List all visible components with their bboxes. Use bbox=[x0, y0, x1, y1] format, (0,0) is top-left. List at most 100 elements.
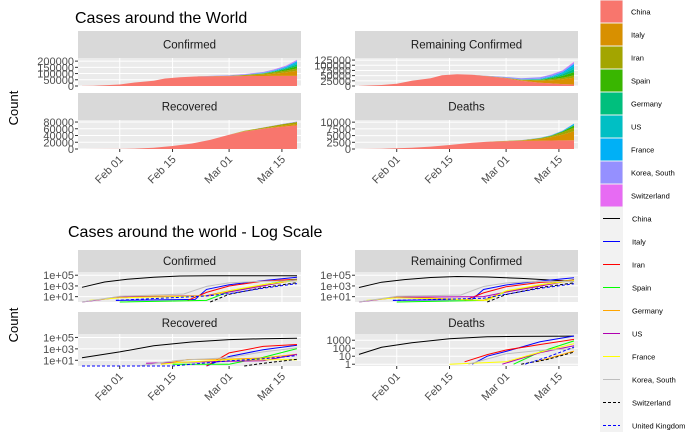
x-tick-label: Feb 01 bbox=[370, 154, 403, 187]
x-axis: Feb 01 Feb 15 Mar 01 Mar 15 bbox=[93, 366, 288, 403]
y-tick-label: 1e+05 bbox=[43, 332, 74, 344]
x-tick-label: Mar 01 bbox=[480, 154, 513, 187]
chart-title: Cases around the World bbox=[75, 10, 247, 27]
legend-item-france: France bbox=[600, 345, 655, 368]
line-china bbox=[81, 275, 297, 288]
y-tick-label: 1e+03 bbox=[320, 281, 351, 293]
y-tick-label: 2500 bbox=[327, 137, 351, 149]
legend-swatch bbox=[600, 69, 623, 92]
legend-label: France bbox=[632, 353, 655, 362]
panel-remaining-confirmed: Remaining Confirmed 025000500007500010000… bbox=[314, 31, 578, 93]
panel-strip-label: Deaths bbox=[448, 102, 485, 114]
line-united-kingdom bbox=[82, 355, 298, 367]
legend-item-us: US bbox=[600, 322, 642, 345]
x-axis: Feb 01 Feb 15 Mar 01 Mar 15 bbox=[93, 149, 288, 186]
y-tick-label: 80000 bbox=[43, 117, 74, 129]
x-tick-label: Mar 15 bbox=[255, 371, 288, 404]
x-axis: Feb 01 Feb 15 Mar 01 Mar 15 bbox=[370, 149, 565, 186]
line-iran bbox=[464, 338, 575, 363]
y-tick-label: 1e+03 bbox=[43, 344, 74, 356]
series-group bbox=[81, 275, 298, 303]
panel-strip-label: Confirmed bbox=[163, 256, 216, 268]
legend-label: Germany bbox=[631, 100, 662, 109]
legend-swatch bbox=[600, 23, 623, 46]
panel-strip bbox=[355, 93, 578, 120]
y-tick-label: 0 bbox=[68, 144, 74, 156]
legend-label: Switzerland bbox=[631, 192, 670, 201]
legend-label: Korea, South bbox=[631, 169, 675, 178]
x-tick-label: Mar 01 bbox=[480, 371, 513, 404]
legend-label: United Kingdom bbox=[632, 422, 685, 431]
y-tick-label: 40000 bbox=[43, 131, 74, 143]
y-tick-label: 75000 bbox=[320, 65, 351, 77]
legend-label: France bbox=[631, 146, 654, 155]
line-united-kingdom bbox=[524, 346, 575, 365]
y-tick-label: 100000 bbox=[314, 60, 351, 72]
area-china bbox=[359, 74, 574, 86]
legend-label: Iran bbox=[632, 261, 645, 270]
legend-label: US bbox=[632, 330, 642, 339]
line-china bbox=[358, 275, 575, 288]
legend-item-germany: Germany bbox=[600, 92, 662, 115]
series-group bbox=[358, 335, 575, 365]
legend-item-china: China bbox=[600, 207, 652, 230]
legend-swatch bbox=[600, 138, 623, 161]
x-tick-label: Feb 15 bbox=[423, 154, 456, 187]
y-tick-label: 1e+03 bbox=[43, 281, 74, 293]
legend-label: Spain bbox=[631, 77, 650, 86]
chart-2: Cases around the world - Log Scale Count C… bbox=[6, 207, 685, 432]
legend-swatch bbox=[600, 92, 623, 115]
line-switzerland bbox=[244, 358, 298, 367]
legend-swatch bbox=[600, 115, 623, 138]
y-tick-label: 100000 bbox=[37, 69, 74, 81]
line-korea-south bbox=[138, 347, 298, 367]
legend-label: US bbox=[631, 123, 641, 132]
x-tick-label: Feb 15 bbox=[146, 371, 179, 404]
y-tick-label: 1e+05 bbox=[320, 270, 351, 282]
chart-title: Cases around the world - Log Scale bbox=[68, 224, 322, 241]
x-tick-label: Feb 01 bbox=[93, 371, 126, 404]
legend-swatch bbox=[600, 0, 623, 23]
line-italy bbox=[115, 276, 298, 301]
line-france bbox=[161, 359, 297, 365]
series-group bbox=[358, 275, 575, 303]
line-france bbox=[449, 343, 575, 365]
area-italy bbox=[359, 131, 574, 149]
panel-strip bbox=[355, 312, 578, 334]
line-iran bbox=[187, 278, 298, 301]
line-united-kingdom bbox=[392, 283, 575, 301]
legend-item-korea-south: Korea, South bbox=[600, 161, 675, 184]
line-italy bbox=[471, 335, 575, 365]
series-group bbox=[82, 59, 297, 86]
y-tick-label: 50000 bbox=[43, 75, 74, 87]
legend-item-us: US bbox=[600, 115, 641, 138]
legend-item-switzerland: Switzerland bbox=[600, 184, 670, 207]
series-group bbox=[359, 123, 574, 149]
panel-strip bbox=[355, 31, 578, 58]
legend-label: Italy bbox=[631, 31, 645, 40]
legend: China Italy Iran Spain Germany US France Korea,… bbox=[600, 207, 685, 432]
panel-strip bbox=[78, 93, 301, 120]
legend-swatch bbox=[600, 184, 623, 207]
legend-label: Iran bbox=[631, 54, 644, 63]
x-tick-label: Mar 15 bbox=[255, 154, 288, 187]
line-korea-south bbox=[358, 280, 575, 303]
x-tick-label: Mar 01 bbox=[203, 371, 236, 404]
series-group bbox=[359, 61, 574, 86]
legend-label: China bbox=[632, 215, 652, 224]
legend-label: China bbox=[631, 8, 651, 17]
area-iran bbox=[359, 74, 574, 86]
y-tick-label: 200000 bbox=[37, 56, 74, 68]
